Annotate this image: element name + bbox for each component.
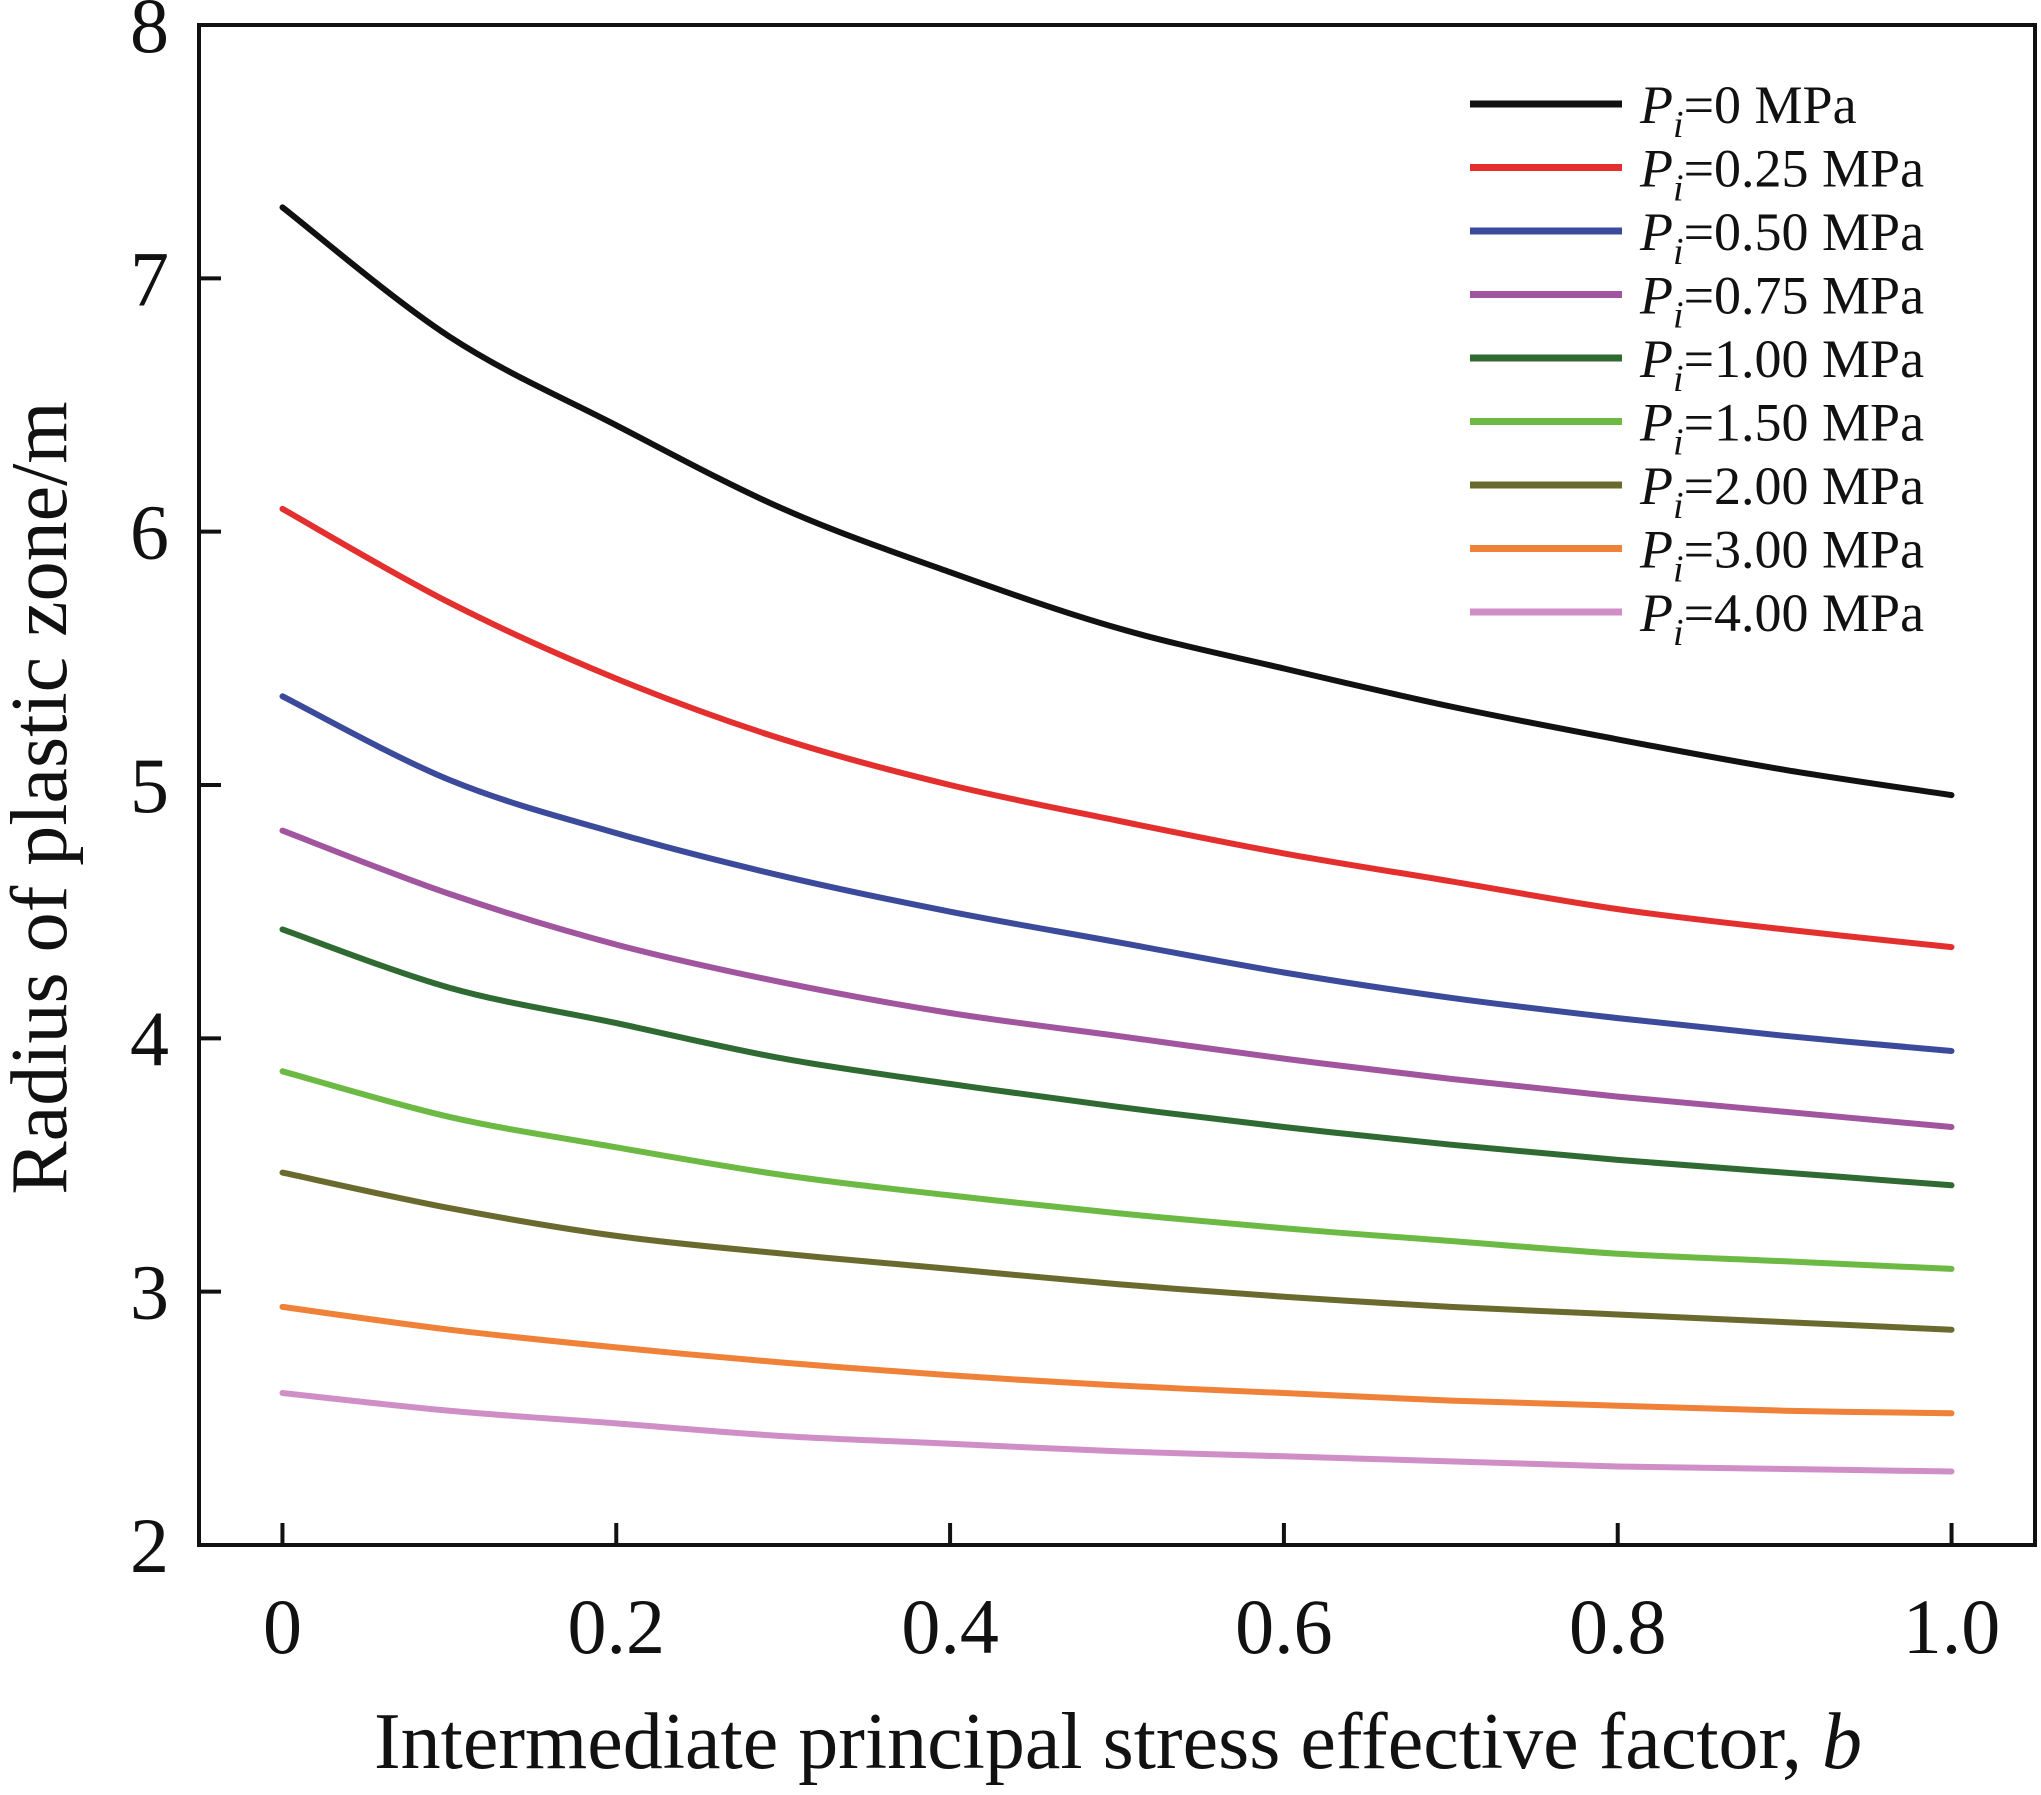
legend-label: =0 MPa [1684,75,1857,135]
y-axis-ticks: 2 3 4 5 6 7 8 [130,0,221,1589]
legend-entry: Pi=0.75 MPa [1639,266,1924,337]
legend-subscript: i [1673,612,1684,654]
legend-subscript: i [1673,422,1684,464]
y-tick-label: 4 [130,995,169,1082]
legend-var: P [1639,202,1673,262]
legend-entry: Pi=1.00 MPa [1639,329,1924,400]
series-line-2 [279,693,1955,1054]
series-layer [279,204,1955,1475]
x-axis-title-var: b [1822,1698,1862,1786]
x-tick-label: 0.2 [568,1583,666,1670]
series-line-4 [279,926,1955,1189]
legend-entry: Pi=2.00 MPa [1639,456,1924,527]
series-line-5 [279,1068,1955,1272]
series-line-3 [279,827,1955,1130]
legend-label: =0.75 MPa [1684,266,1925,326]
legend-label: =0.25 MPa [1684,139,1925,199]
legend-var: P [1639,520,1673,580]
y-tick-label: 5 [130,742,169,829]
legend-entry: Pi=4.00 MPa [1639,583,1924,654]
legend-label: =4.00 MPa [1684,583,1925,643]
series-line-0 [279,204,1955,799]
legend-entry: Pi=3.00 MPa [1639,520,1924,591]
y-tick-label: 8 [130,0,169,69]
x-axis-title-text: Intermediate principal stress effective … [374,1698,1802,1786]
x-tick-label: 0.6 [1235,1583,1333,1670]
legend-entry: Pi=0.50 MPa [1639,202,1924,273]
legend-subscript: i [1673,168,1684,210]
x-tick-label: 1.0 [1903,1583,2001,1670]
series-line-8 [279,1390,1955,1475]
y-tick-label: 7 [130,235,169,322]
legend-label: =1.50 MPa [1684,393,1925,453]
legend-label: =2.00 MPa [1684,456,1925,516]
legend-label: =1.00 MPa [1684,329,1925,389]
x-tick-label: 0 [263,1583,302,1670]
x-tick-label: 0.4 [901,1583,999,1670]
series-line-6 [279,1169,1955,1333]
series-line-7 [279,1303,1955,1417]
x-axis-ticks: 0 0.2 0.4 0.6 0.8 1.0 [263,1523,2000,1670]
series-line-1 [279,505,1955,951]
legend-var: P [1639,75,1673,135]
y-tick-label: 2 [130,1502,169,1589]
legend-subscript: i [1673,231,1684,273]
legend-var: P [1639,583,1673,643]
legend-var: P [1639,393,1673,453]
legend-subscript: i [1673,104,1684,146]
legend-var: P [1639,329,1673,389]
y-axis-title: Radius of plastic zone/m [0,401,84,1194]
x-axis-title: Intermediate principal stress effective … [374,1698,1862,1786]
legend-subscript: i [1673,358,1684,400]
x-tick-label: 0.8 [1569,1583,1667,1670]
legend-entry: Pi=0 MPa [1639,75,1857,146]
legend-entry: Pi=1.50 MPa [1639,393,1924,464]
legend-var: P [1639,266,1673,326]
legend-label: =0.50 MPa [1684,202,1925,262]
legend-subscript: i [1673,295,1684,337]
legend-label: =3.00 MPa [1684,520,1925,580]
legend-var: P [1639,456,1673,516]
y-tick-label: 3 [130,1249,169,1336]
legend-subscript: i [1673,485,1684,527]
legend-subscript: i [1673,549,1684,591]
y-tick-label: 6 [130,489,169,576]
legend-entry: Pi=0.25 MPa [1639,139,1924,210]
legend-var: P [1639,139,1673,199]
